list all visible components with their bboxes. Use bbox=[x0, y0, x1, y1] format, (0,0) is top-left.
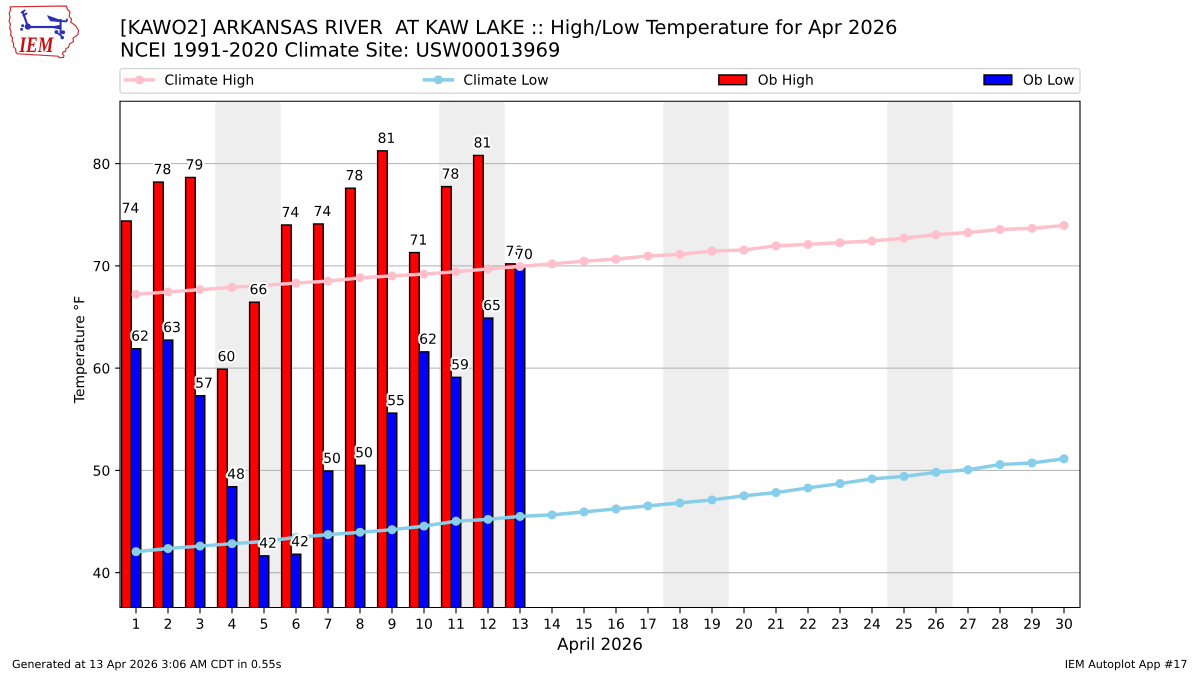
svg-text:IEM: IEM bbox=[18, 33, 54, 57]
